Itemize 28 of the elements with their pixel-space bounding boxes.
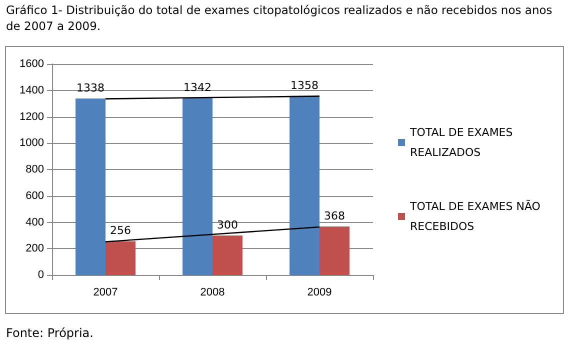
y-tick-label: 800	[26, 164, 44, 176]
y-tick-label: 600	[26, 190, 44, 202]
y-tick-label: 0	[38, 269, 44, 281]
y-tick-label: 400	[26, 216, 44, 228]
data-label: 300	[216, 218, 238, 232]
bar	[106, 241, 136, 275]
legend-label: TOTAL DE EXAMES REALIZADOS	[409, 126, 516, 159]
data-label: 1342	[184, 81, 212, 94]
data-label: 1338	[76, 82, 105, 95]
y-tick-label: 1600	[20, 58, 44, 70]
legend-label: TOTAL DE EXAMES NÃO RECEBIDOS	[409, 199, 544, 233]
x-tick-label: 2008	[200, 286, 225, 298]
bar	[320, 226, 350, 275]
data-label: 368	[324, 209, 345, 222]
data-label: 256	[110, 224, 131, 238]
x-tick-label: 2009	[307, 286, 332, 298]
source-note: Fonte: Própria.	[6, 326, 94, 340]
y-tick-label: 200	[26, 242, 44, 255]
bar	[290, 96, 320, 275]
chart-title: Gráfico 1- Distribuição do total de exames citopatológicos realizados e não recebidos nos anos de 2007 a 2009.	[6, 2, 554, 34]
y-tick-label: 1000	[20, 137, 44, 150]
bar	[212, 235, 242, 275]
y-tick-label: 1400	[20, 84, 44, 96]
bar	[182, 98, 212, 275]
data-label: 1358	[290, 78, 319, 92]
x-tick-label: 2007	[93, 286, 118, 298]
bar	[76, 98, 106, 275]
y-tick-label: 1200	[20, 110, 44, 123]
